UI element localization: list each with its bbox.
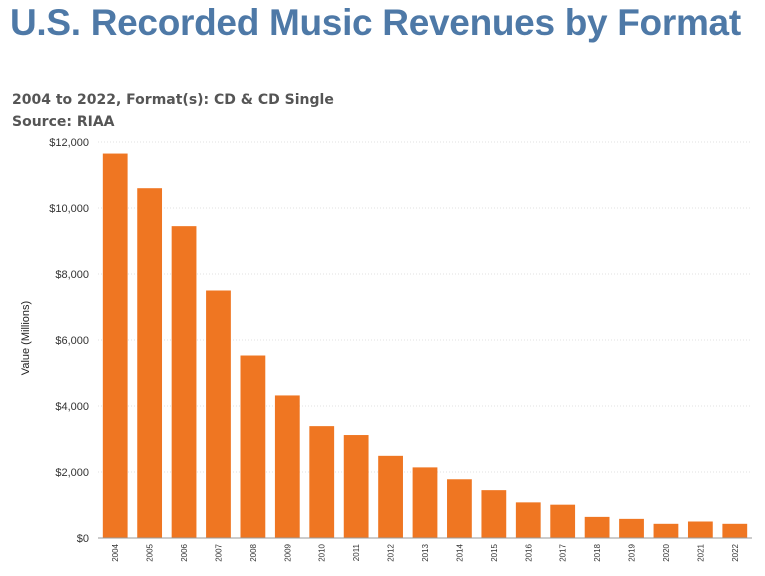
x-tick-label: 2004 <box>111 543 120 561</box>
subtitle-source-line: Source: RIAA <box>12 114 115 130</box>
x-tick-label: 2018 <box>593 543 602 561</box>
x-tick-label: 2009 <box>283 543 292 561</box>
bar-2005 <box>137 188 163 538</box>
subtitle-format-line: 2004 to 2022, Format(s): CD & CD Single <box>12 92 334 108</box>
bar-2014 <box>447 479 472 538</box>
bar-2016 <box>515 502 541 538</box>
y-axis-ticks: $0 $2,000 $4,000 $6,000 $8,000 $10,000 $12,000 <box>49 137 89 545</box>
y-tick-label: $6,000 <box>55 335 89 347</box>
x-tick-label: 2019 <box>628 543 637 561</box>
bar-2020 <box>653 523 679 538</box>
x-tick-label: 2011 <box>352 543 361 561</box>
bar-2008 <box>240 355 266 538</box>
chart-title: U.S. Recorded Music Revenues by Format <box>10 2 741 43</box>
x-axis-ticks: 2004 2005 2006 2007 2008 2009 2010 2011 2012 2013… <box>111 543 740 561</box>
bars <box>102 153 748 539</box>
bar-2015 <box>481 490 507 538</box>
x-tick-label: 2016 <box>524 543 533 561</box>
bar-2021 <box>687 521 713 538</box>
bar-2018 <box>584 516 610 538</box>
bar-2007 <box>206 290 231 538</box>
bar-2019 <box>619 518 644 538</box>
y-tick-label: $2,000 <box>55 467 89 479</box>
x-tick-label: 2006 <box>180 543 189 561</box>
x-tick-label: 2007 <box>214 543 223 561</box>
x-tick-label: 2021 <box>696 543 705 561</box>
x-tick-label: 2008 <box>249 543 258 561</box>
bar-2009 <box>274 395 300 538</box>
x-tick-label: 2017 <box>559 543 568 561</box>
x-tick-label: 2014 <box>455 543 464 561</box>
x-tick-label: 2010 <box>318 543 327 561</box>
y-tick-label: $8,000 <box>55 269 89 281</box>
x-tick-label: 2020 <box>662 543 671 561</box>
y-axis-label: Value (Millions) <box>20 301 32 375</box>
x-tick-label: 2012 <box>387 543 396 561</box>
bar-2017 <box>550 504 576 538</box>
bar-2011 <box>343 435 369 538</box>
y-tick-label: $0 <box>77 533 89 545</box>
x-tick-label: 2005 <box>146 543 155 561</box>
x-tick-label: 2022 <box>731 543 740 561</box>
y-tick-label: $10,000 <box>49 203 89 215</box>
x-tick-label: 2013 <box>421 543 430 561</box>
bar-2013 <box>412 467 438 538</box>
bar-2006 <box>171 226 197 538</box>
bar-2004 <box>102 153 128 539</box>
y-tick-label: $12,000 <box>49 137 89 149</box>
x-tick-label: 2015 <box>490 543 499 561</box>
bar-2022 <box>722 523 748 538</box>
bar-2012 <box>378 455 403 538</box>
chart-subtitle: 2004 to 2022, Format(s): CD & CD Single … <box>12 89 334 133</box>
y-tick-label: $4,000 <box>55 401 89 413</box>
bar-2010 <box>309 426 335 538</box>
